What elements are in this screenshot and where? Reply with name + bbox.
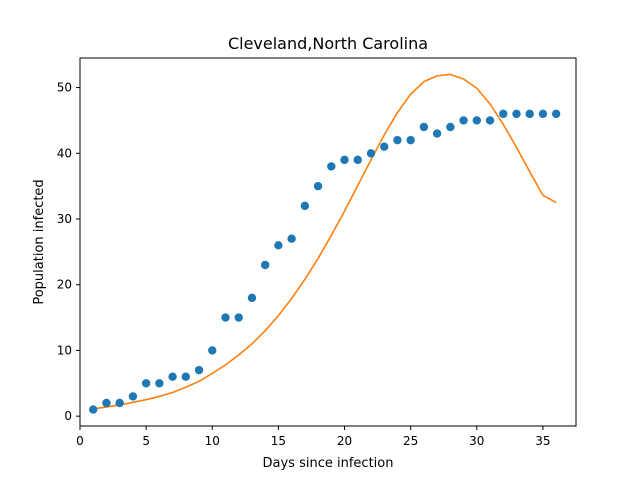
data-point	[208, 346, 217, 355]
data-point	[115, 398, 124, 408]
y-tick-label: 10	[57, 343, 72, 357]
data-point	[551, 109, 561, 119]
data-point	[89, 405, 98, 414]
data-point	[128, 392, 138, 401]
y-tick-label: 40	[57, 146, 72, 160]
x-tick-label: 30	[469, 434, 484, 448]
data-point	[274, 241, 283, 250]
data-point	[247, 293, 257, 303]
data-point	[366, 149, 376, 158]
x-tick-label: 25	[403, 434, 418, 448]
data-point	[221, 313, 230, 322]
data-point	[168, 372, 177, 381]
data-point	[406, 135, 415, 145]
data-point	[538, 109, 548, 119]
data-point	[353, 155, 362, 165]
data-point	[419, 122, 429, 132]
data-point	[393, 135, 402, 145]
axes-frame	[79, 57, 577, 427]
data-point	[525, 109, 534, 119]
x-tick-label: 5	[142, 434, 150, 448]
data-point	[499, 109, 508, 119]
data-point	[327, 162, 336, 171]
data-point	[446, 122, 455, 132]
x-axis-label: Days since infection	[263, 456, 394, 471]
data-point	[472, 116, 481, 125]
x-tick-label: 20	[337, 434, 352, 448]
data-point	[141, 379, 151, 388]
x-tick-label: 0	[76, 434, 84, 448]
y-tick-label: 30	[57, 212, 72, 226]
y-axis-label: Population infected	[32, 179, 47, 304]
x-tick-label: 10	[205, 434, 220, 448]
data-point	[380, 142, 389, 151]
data-point	[512, 109, 521, 119]
x-tick-label: 15	[271, 434, 286, 448]
model-fit-line	[93, 73, 557, 410]
data-point	[102, 398, 111, 408]
data-point	[155, 379, 164, 388]
data-point	[340, 155, 349, 165]
data-point	[485, 116, 495, 125]
data-point	[260, 260, 270, 270]
y-tick-label: 50	[57, 81, 72, 95]
chart-title: Cleveland,North Carolina	[228, 34, 428, 53]
y-tick-label: 20	[57, 278, 72, 292]
data-point	[300, 201, 310, 211]
data-point	[181, 372, 191, 381]
y-tick-label: 0	[64, 409, 72, 423]
x-tick-label: 35	[535, 434, 550, 448]
data-point	[287, 234, 296, 243]
plot-layer	[89, 73, 561, 414]
data-point	[459, 116, 468, 125]
data-point	[432, 129, 442, 138]
ticks-layer: 0 5 10 15 20 25 30 35 0 10 20 30 40 50	[57, 81, 551, 448]
data-point	[234, 313, 243, 322]
data-point	[194, 365, 204, 375]
data-point	[313, 181, 323, 191]
